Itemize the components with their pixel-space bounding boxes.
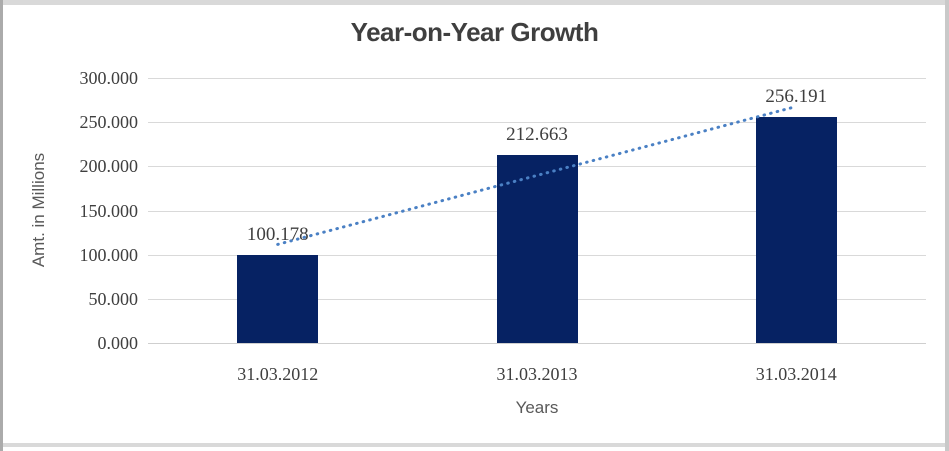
y-tick-label: 300.000 bbox=[79, 68, 139, 88]
frame-border-right bbox=[945, 0, 949, 451]
bar-value-label: 100.178 bbox=[246, 223, 309, 245]
gridline bbox=[148, 343, 926, 344]
y-tick-label: 250.000 bbox=[79, 112, 139, 132]
bar bbox=[755, 116, 837, 343]
trendline-dots bbox=[276, 105, 798, 246]
x-tick-label: 31.03.2012 bbox=[237, 364, 319, 384]
x-tick-label: 31.03.2014 bbox=[755, 364, 837, 384]
frame-border-top bbox=[0, 0, 949, 5]
bar bbox=[237, 254, 319, 343]
chart-title: Year-on-Year Growth bbox=[350, 17, 599, 47]
frame-border-left bbox=[0, 0, 3, 451]
y-tick-label: 50.000 bbox=[88, 289, 139, 309]
y-tick-label: 200.000 bbox=[79, 156, 139, 176]
gridline bbox=[148, 122, 926, 123]
y-tick-label: 100.000 bbox=[79, 245, 139, 265]
y-tick-label: 0.000 bbox=[97, 333, 139, 353]
bar-value-label: 256.191 bbox=[765, 85, 828, 107]
x-axis-title: Years bbox=[515, 398, 559, 417]
x-tick-label: 31.03.2013 bbox=[496, 364, 578, 384]
bar bbox=[496, 155, 578, 343]
gridline bbox=[148, 78, 926, 79]
y-tick-label: 150.000 bbox=[79, 201, 139, 221]
bar-value-label: 212.663 bbox=[506, 124, 568, 146]
frame-border-bottom bbox=[0, 443, 949, 447]
